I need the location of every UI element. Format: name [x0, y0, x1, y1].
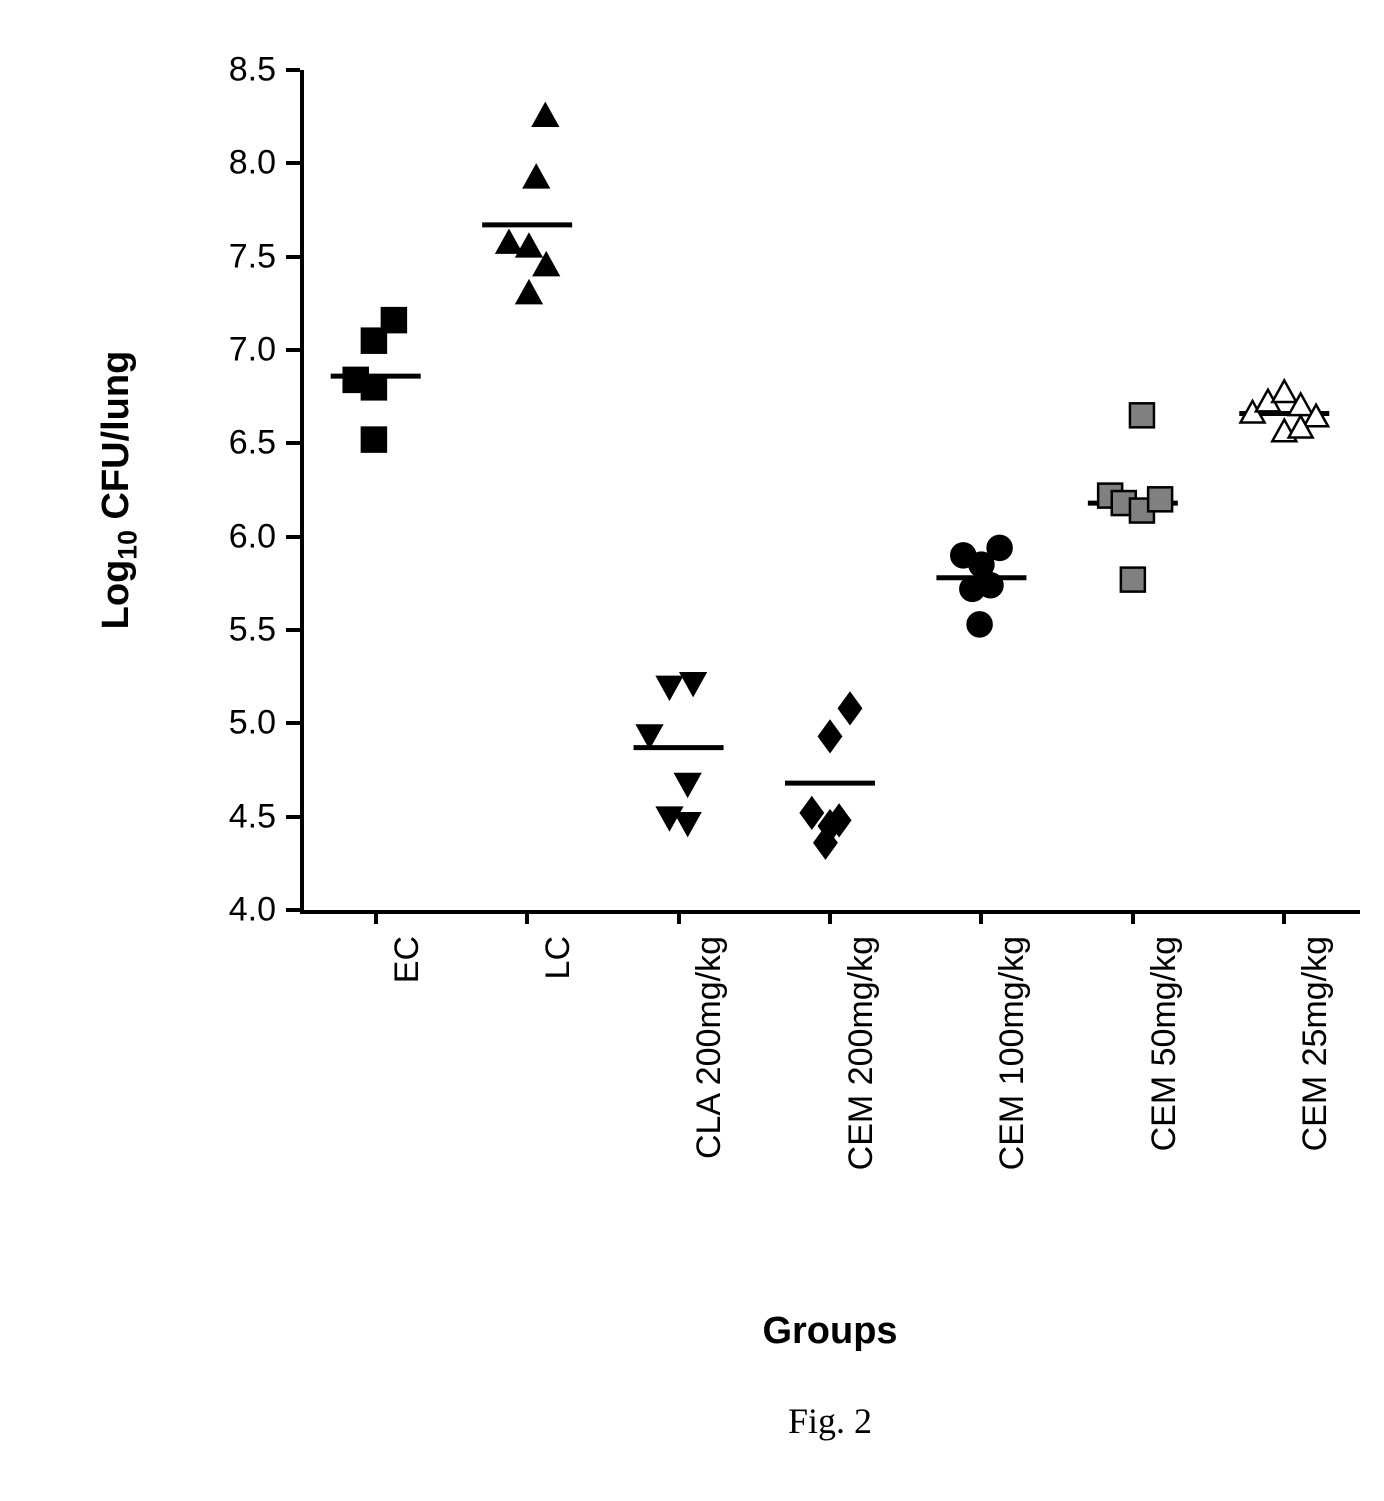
x-tick-label: LC — [539, 936, 578, 1236]
y-tick — [286, 441, 300, 445]
y-tick — [286, 908, 300, 912]
y-tick-label: 6.0 — [50, 517, 276, 556]
y-axis — [300, 70, 304, 910]
y-tick — [286, 815, 300, 819]
y-tick-label: 5.5 — [50, 611, 276, 650]
x-tick-label: CEM 25mg/kg — [1296, 936, 1335, 1236]
y-axis-label: Log10 CFU/lung — [95, 240, 145, 740]
x-tick — [1131, 910, 1135, 924]
y-tick — [286, 721, 300, 725]
x-tick — [677, 910, 681, 924]
x-axis-label: Groups — [300, 1310, 1360, 1353]
x-tick — [374, 910, 378, 924]
y-tick — [286, 535, 300, 539]
y-tick-label: 8.0 — [50, 144, 276, 183]
x-tick-label: CLA 200mg/kg — [690, 936, 729, 1236]
y-tick-label: 7.5 — [50, 237, 276, 276]
x-tick-label: CEM 100mg/kg — [993, 936, 1032, 1236]
y-tick-label: 5.0 — [50, 704, 276, 743]
figure-caption: Fig. 2 — [300, 1400, 1360, 1442]
y-tick-label: 4.5 — [50, 797, 276, 836]
y-tick — [286, 161, 300, 165]
y-tick-label: 6.5 — [50, 424, 276, 463]
figure-2: Log10 CFU/lung Groups Fig. 2 4.04.55.05.… — [50, 40, 1334, 1460]
x-tick-label: CEM 200mg/kg — [842, 936, 881, 1236]
y-tick — [286, 348, 300, 352]
y-tick-label: 8.5 — [50, 51, 276, 90]
x-tick — [1282, 910, 1286, 924]
x-tick — [979, 910, 983, 924]
y-tick-label: 7.0 — [50, 331, 276, 370]
y-tick — [286, 255, 300, 259]
x-tick-label: CEM 50mg/kg — [1145, 936, 1184, 1236]
x-tick — [828, 910, 832, 924]
x-tick — [525, 910, 529, 924]
y-tick-label: 4.0 — [50, 891, 276, 930]
x-tick-label: EC — [388, 936, 427, 1236]
y-tick — [286, 68, 300, 72]
plot-area — [300, 70, 1360, 910]
y-tick — [286, 628, 300, 632]
